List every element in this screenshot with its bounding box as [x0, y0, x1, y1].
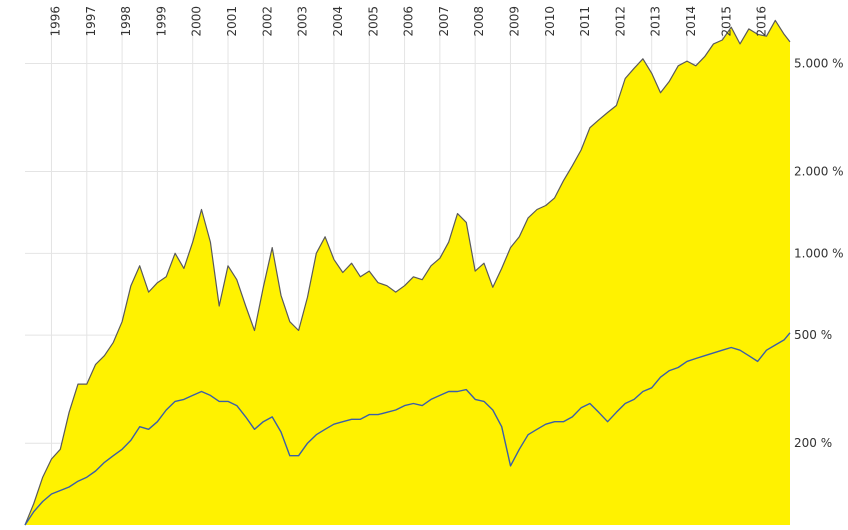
y-tick-label: 1.000 % — [794, 246, 844, 260]
y-tick-label: 2.000 % — [794, 165, 844, 179]
x-tick-label: 2005 — [366, 6, 380, 37]
x-tick-label: 1997 — [84, 6, 98, 37]
x-tick-label: 2016 — [755, 6, 769, 37]
x-tick-label: 2015 — [719, 6, 733, 37]
x-tick-label: 1999 — [154, 6, 168, 37]
x-tick-label: 2012 — [613, 6, 627, 37]
y-axis-labels: 200 % 500 % 1.000 % 2.000 % 5.000 % — [794, 56, 844, 450]
x-tick-label: 2014 — [684, 6, 698, 37]
x-tick-label: 2009 — [507, 6, 521, 37]
x-tick-label: 2002 — [260, 6, 274, 37]
series-1-line — [24, 332, 791, 526]
x-tick-label: 2004 — [331, 6, 345, 37]
x-tick-label: 2000 — [190, 6, 204, 37]
x-tick-label: 1998 — [119, 6, 133, 37]
x-tick-label: 2003 — [296, 6, 310, 37]
y-tick-label: 500 % — [794, 328, 832, 342]
x-tick-label: 2008 — [472, 6, 486, 37]
series-layer — [24, 19, 791, 526]
x-tick-label: 2007 — [437, 6, 451, 37]
series-0-outline — [24, 19, 791, 526]
x-tick-label: 2013 — [649, 6, 663, 37]
y-tick-label: 200 % — [794, 436, 832, 450]
x-tick-label: 2010 — [543, 6, 557, 37]
x-tick-label: 2001 — [225, 6, 239, 37]
x-tick-label: 2011 — [578, 6, 592, 37]
x-axis-labels: 1996 1997 1998 1999 2000 2001 2002 2003 2004 2005… — [48, 6, 768, 37]
series-0-area — [25, 20, 790, 526]
y-tick-label: 5.000 % — [794, 56, 844, 70]
x-tick-label: 1996 — [48, 6, 62, 37]
x-tick-label: 2006 — [402, 6, 416, 37]
